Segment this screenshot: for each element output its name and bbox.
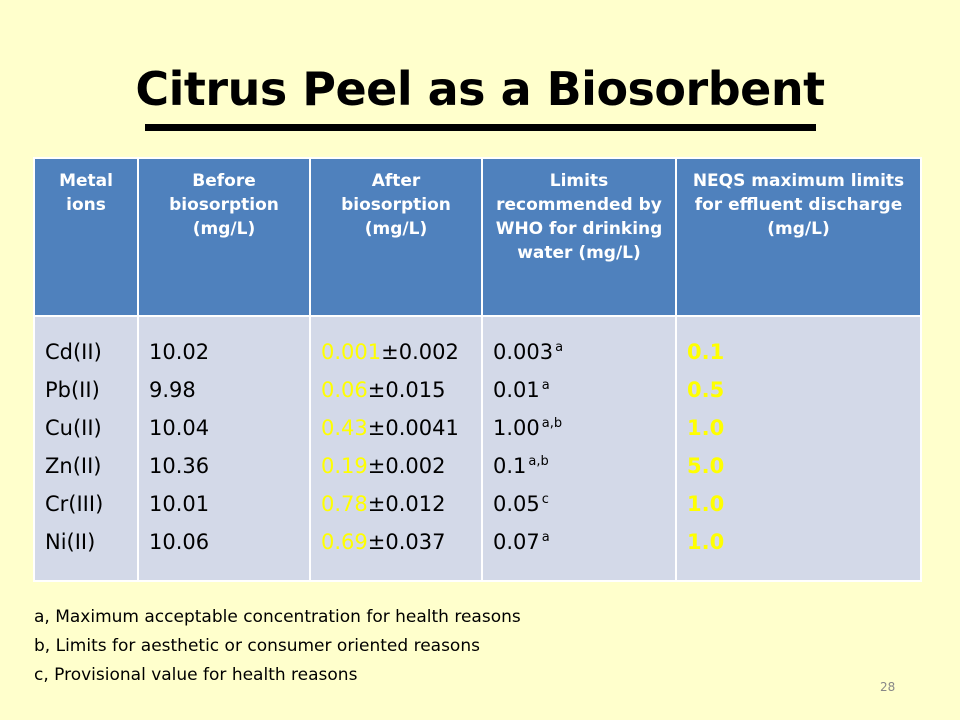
who-footnote-mark: a [541, 530, 550, 545]
who-footnote-mark: a [555, 340, 564, 355]
who-cell: 0.003 a [493, 333, 675, 371]
who-cell: 0.05 c [493, 485, 675, 523]
after-cell: 0.06±0.015 [321, 371, 481, 409]
after-value: 0.19 [321, 454, 368, 478]
after-value: 0.43 [321, 416, 368, 440]
metal-ion-cell: Pb(II) [45, 378, 100, 402]
who-cell: 1.00 a,b [493, 409, 675, 447]
neqs-cell: 1.0 [687, 416, 725, 440]
footnote-c: c, Provisional value for health reasons [34, 665, 358, 685]
who-value: 0.05 [493, 492, 540, 516]
neqs-cell: 1.0 [687, 530, 725, 554]
footnote-a: a, Maximum acceptable concentration for … [34, 607, 521, 627]
column-neqs-limits: 0.1 0.5 1.0 5.0 1.0 1.0 [675, 315, 922, 582]
who-value: 0.07 [493, 530, 540, 554]
after-error: ±0.012 [367, 492, 446, 516]
after-cell: 0.19±0.002 [321, 447, 481, 485]
who-cell: 0.07 a [493, 523, 675, 561]
neqs-cell: 5.0 [687, 454, 725, 478]
who-footnote-mark: a [541, 378, 550, 393]
after-value: 0.78 [321, 492, 368, 516]
before-cell: 10.36 [149, 454, 210, 478]
who-value: 0.1 [493, 454, 527, 478]
who-cell: 0.1 a,b [493, 447, 675, 485]
column-before: 10.02 9.98 10.04 10.36 10.01 10.06 [137, 315, 311, 582]
biosorption-table: Metal ions Before biosorption (mg/L) Aft… [33, 157, 922, 582]
who-value: 0.01 [493, 378, 540, 402]
who-footnote-mark: a,b [541, 416, 563, 431]
before-cell: 9.98 [149, 378, 196, 402]
table-body-row: Cd(II) Pb(II) Cu(II) Zn(II) Cr(III) Ni(I… [33, 315, 922, 582]
header-before: Before biosorption (mg/L) [137, 157, 311, 317]
footnotes: a, Maximum acceptable concentration for … [34, 603, 521, 690]
before-cell: 10.06 [149, 530, 210, 554]
metal-ion-cell: Zn(II) [45, 454, 102, 478]
after-cell: 0.69±0.037 [321, 523, 481, 561]
after-value: 0.001 [321, 340, 382, 364]
metal-ion-cell: Cu(II) [45, 416, 102, 440]
after-value: 0.06 [321, 378, 368, 402]
after-value: 0.69 [321, 530, 368, 554]
table-header-row: Metal ions Before biosorption (mg/L) Aft… [33, 157, 922, 317]
before-cell: 10.04 [149, 416, 210, 440]
column-metal-ions: Cd(II) Pb(II) Cu(II) Zn(II) Cr(III) Ni(I… [33, 315, 139, 582]
metal-ion-cell: Cr(III) [45, 492, 104, 516]
header-neqs-limits: NEQS maximum limits for effluent dischar… [675, 157, 922, 317]
after-cell: 0.001±0.002 [321, 333, 481, 371]
title-underline [145, 124, 816, 131]
metal-ion-cell: Cd(II) [45, 340, 102, 364]
before-cell: 10.01 [149, 492, 210, 516]
page-number: 28 [880, 680, 896, 694]
header-metal-ions: Metal ions [33, 157, 139, 317]
header-after: After biosorption (mg/L) [309, 157, 483, 317]
who-footnote-mark: a,b [528, 454, 549, 469]
neqs-cell: 0.5 [687, 378, 725, 402]
after-cell: 0.43±0.0041 [321, 409, 481, 447]
neqs-cell: 1.0 [687, 492, 725, 516]
who-value: 1.00 [493, 416, 540, 440]
neqs-cell: 0.1 [687, 340, 725, 364]
metal-ion-cell: Ni(II) [45, 530, 96, 554]
column-who-limits: 0.003 a 0.01 a 1.00 a,b 0.1 a,b 0.05 c 0.07 a [481, 315, 677, 582]
who-value: 0.003 [493, 340, 554, 364]
who-footnote-mark: c [541, 492, 549, 507]
after-error: ±0.002 [367, 454, 446, 478]
after-error: ±0.037 [367, 530, 446, 554]
who-cell: 0.01 a [493, 371, 675, 409]
after-cell: 0.78±0.012 [321, 485, 481, 523]
before-cell: 10.02 [149, 340, 210, 364]
column-after: 0.001±0.002 0.06±0.015 0.43±0.0041 0.19±… [309, 315, 483, 582]
footnote-b: b, Limits for aesthetic or consumer orie… [34, 636, 480, 656]
header-who-limits: Limits recommended by WHO for drinking w… [481, 157, 677, 317]
after-error: ±0.015 [367, 378, 446, 402]
after-error: ±0.0041 [367, 416, 459, 440]
slide-title: Citrus Peel as a Biosorbent [135, 62, 825, 116]
after-error: ±0.002 [381, 340, 459, 364]
